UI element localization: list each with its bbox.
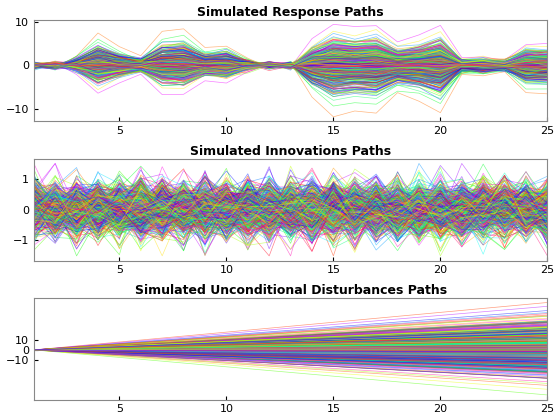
Title: Simulated Unconditional Disturbances Paths: Simulated Unconditional Disturbances Pat… (134, 284, 447, 297)
Title: Simulated Response Paths: Simulated Response Paths (197, 5, 384, 18)
Title: Simulated Innovations Paths: Simulated Innovations Paths (190, 144, 391, 158)
